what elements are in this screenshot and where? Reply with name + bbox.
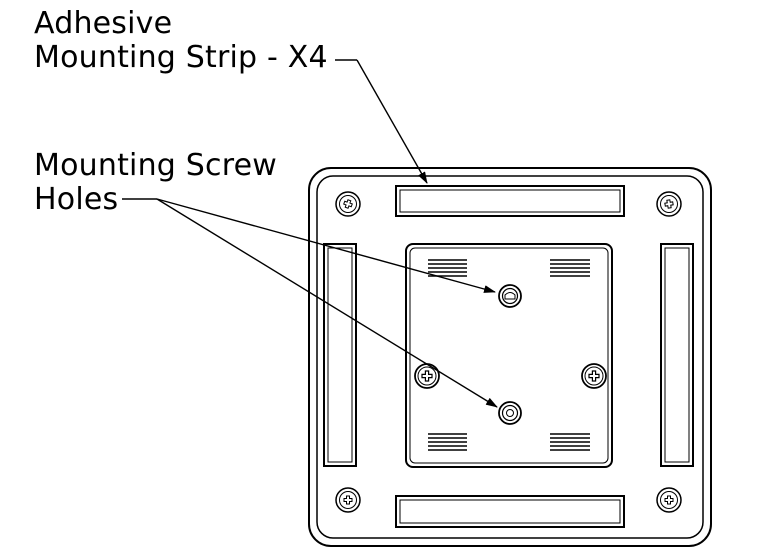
corner-screw-icon: [656, 191, 682, 217]
adhesive-strips: [323, 185, 694, 528]
inner-plate: [405, 243, 613, 468]
vent-slots: [428, 259, 590, 451]
vent-bottom-right: [550, 433, 590, 451]
phillips-screw-icon: [581, 363, 607, 389]
leader-lines: [122, 59, 498, 408]
phillips-screw-icon: [414, 363, 440, 389]
screw-callout-line-2: Holes: [34, 182, 119, 217]
adhesive-strip-top: [395, 185, 625, 217]
corner-screw-icon: [335, 487, 361, 513]
mounting-screw-holes: [498, 284, 522, 425]
side-screws: [414, 363, 607, 389]
corner-screw-icon: [335, 191, 361, 217]
adhesive-callout-line-1: Adhesive: [34, 6, 173, 41]
screw-callout-line-1: Mounting Screw: [34, 148, 277, 183]
screw-hole-lower: [498, 401, 522, 425]
corner-screw-icon: [656, 487, 682, 513]
adhesive-strip-left: [323, 243, 357, 467]
adhesive-callout-line-2: Mounting Strip - X4: [34, 40, 328, 75]
screw-holes-leader: [122, 198, 498, 408]
corner-screws: [335, 191, 682, 513]
vent-top-right: [550, 259, 590, 277]
vent-bottom-left: [428, 433, 467, 451]
vent-top-left: [428, 259, 467, 277]
adhesive-strip-bottom: [395, 495, 625, 528]
outer-plate: [308, 167, 712, 547]
adhesive-strip-right: [660, 243, 694, 467]
adhesive-leader: [335, 59, 428, 184]
screw-hole-upper: [498, 284, 522, 308]
